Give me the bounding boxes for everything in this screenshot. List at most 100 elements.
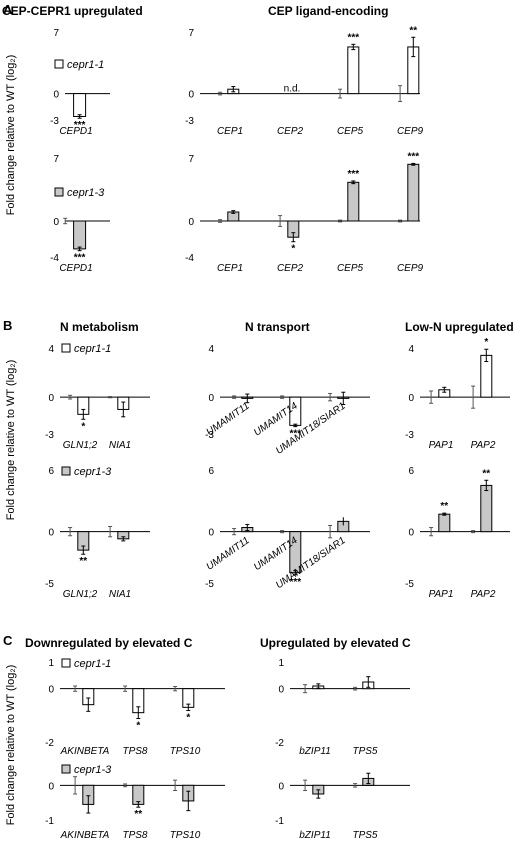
y-axis-label: Fold change relative to WT (log₂) bbox=[5, 55, 17, 216]
y-tick-label: 0 bbox=[48, 685, 54, 696]
not-detected-label: n.d. bbox=[284, 84, 301, 95]
y-tick-label: -4 bbox=[185, 253, 194, 264]
y-tick-label: -3 bbox=[45, 430, 54, 441]
y-tick-label: 0 bbox=[53, 217, 59, 228]
y-tick-label: 0 bbox=[408, 528, 414, 539]
category-label: CEP2 bbox=[277, 263, 304, 274]
bar bbox=[438, 513, 451, 533]
legend-label: cepr1-3 bbox=[74, 466, 112, 478]
y-tick-label: -2 bbox=[275, 738, 284, 749]
panel-letter-b: B bbox=[3, 318, 12, 333]
category-label: CEP9 bbox=[397, 126, 424, 137]
y-tick-label: 0 bbox=[188, 217, 194, 228]
category-label: NIA1 bbox=[109, 440, 131, 451]
legend-label: cepr1-1 bbox=[74, 658, 111, 670]
y-tick-label: -5 bbox=[405, 579, 414, 590]
category-label: CEP5 bbox=[337, 126, 364, 137]
category-label: CEP5 bbox=[337, 263, 364, 274]
y-tick-label: 0 bbox=[48, 528, 54, 539]
category-label: bZIP11 bbox=[299, 746, 331, 757]
y-tick-label: -4 bbox=[50, 253, 59, 264]
y-tick-label: 6 bbox=[48, 466, 54, 477]
y-tick-label: 0 bbox=[48, 393, 54, 404]
category-label: CEPD1 bbox=[59, 263, 92, 274]
y-tick-label: 7 bbox=[53, 154, 59, 165]
bar bbox=[73, 93, 87, 117]
significance-label: * bbox=[484, 337, 488, 348]
category-label: CEP1 bbox=[217, 126, 243, 137]
category-label: GLN1;2 bbox=[63, 589, 98, 600]
bar bbox=[73, 220, 87, 250]
significance-label: ** bbox=[440, 501, 448, 512]
y-tick-label: -2 bbox=[45, 738, 54, 749]
significance-label: *** bbox=[289, 429, 301, 440]
chart-title: N transport bbox=[245, 320, 310, 334]
y-tick-label: 6 bbox=[208, 466, 214, 477]
y-tick-label: -3 bbox=[405, 430, 414, 441]
y-tick-label: -5 bbox=[45, 579, 54, 590]
category-label: CEP1 bbox=[217, 263, 243, 274]
significance-label: *** bbox=[74, 120, 86, 131]
y-tick-label: 0 bbox=[48, 781, 54, 792]
y-axis-label: Fold change relative to WT (log₂) bbox=[5, 360, 17, 521]
category-label: TPS8 bbox=[122, 746, 147, 757]
significance-label: * bbox=[136, 721, 140, 732]
y-tick-label: 4 bbox=[408, 344, 414, 355]
category-label: PAP2 bbox=[471, 589, 496, 600]
bar bbox=[347, 46, 360, 95]
y-tick-label: 6 bbox=[408, 466, 414, 477]
significance-label: * bbox=[81, 421, 85, 432]
significance-label: *** bbox=[407, 151, 419, 162]
legend-label: cepr1-1 bbox=[67, 59, 104, 71]
category-label: UMAMIT11 bbox=[205, 401, 252, 439]
y-tick-label: -1 bbox=[275, 816, 284, 827]
y-axis-label: Fold change relative to WT (log₂) bbox=[5, 665, 17, 826]
significance-label: * bbox=[186, 713, 190, 724]
category-label: TPS8 bbox=[122, 830, 147, 841]
category-label: TPS5 bbox=[352, 830, 377, 841]
bar bbox=[407, 163, 420, 222]
category-label: CEP9 bbox=[397, 263, 424, 274]
significance-label: *** bbox=[289, 577, 301, 588]
panel-letter-a: A bbox=[3, 2, 13, 17]
significance-label: ** bbox=[482, 468, 490, 479]
legend-swatch bbox=[54, 59, 64, 69]
category-label: CEPD1 bbox=[59, 126, 92, 137]
category-label: PAP1 bbox=[429, 589, 454, 600]
legend-swatch bbox=[61, 658, 71, 668]
category-label: UMAMIT11 bbox=[205, 535, 252, 573]
category-label: PAP1 bbox=[429, 440, 454, 451]
y-tick-label: 0 bbox=[53, 90, 59, 101]
y-tick-label: 1 bbox=[278, 658, 284, 669]
category-label: AKINBETA bbox=[60, 830, 110, 841]
category-label: TPS10 bbox=[170, 746, 201, 757]
chart-title: Upregulated by elevated C bbox=[260, 636, 411, 650]
y-tick-label: -5 bbox=[205, 579, 214, 590]
y-tick-label: 0 bbox=[278, 781, 284, 792]
significance-label: ** bbox=[409, 25, 417, 36]
category-label: TPS10 bbox=[170, 830, 201, 841]
bar bbox=[347, 181, 360, 222]
category-label: PAP2 bbox=[471, 440, 496, 451]
legend-label: cepr1-3 bbox=[67, 187, 105, 199]
legend-swatch bbox=[61, 764, 71, 774]
y-tick-label: 1 bbox=[48, 658, 54, 669]
y-tick-label: 0 bbox=[408, 393, 414, 404]
y-tick-label: 0 bbox=[188, 90, 194, 101]
y-tick-label: -3 bbox=[50, 116, 59, 127]
significance-label: *** bbox=[347, 32, 359, 43]
y-tick-label: 7 bbox=[53, 28, 59, 39]
significance-label: ** bbox=[134, 809, 142, 820]
panel-letter-c: C bbox=[3, 633, 13, 648]
legend-swatch bbox=[54, 187, 64, 197]
category-label: bZIP11 bbox=[299, 830, 331, 841]
category-label: GLN1;2 bbox=[63, 440, 98, 451]
legend-swatch bbox=[61, 466, 71, 476]
significance-label: ** bbox=[79, 556, 87, 567]
chart-title: N metabolism bbox=[60, 320, 139, 334]
y-tick-label: 4 bbox=[48, 344, 54, 355]
significance-label: * bbox=[291, 244, 295, 255]
y-tick-label: 0 bbox=[208, 393, 214, 404]
y-tick-label: -3 bbox=[205, 430, 214, 441]
